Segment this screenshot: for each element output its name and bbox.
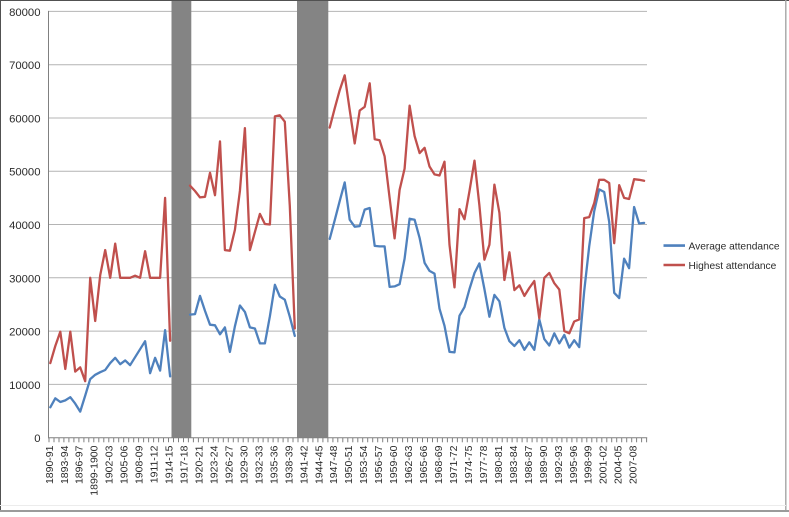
svg-text:50000: 50000 xyxy=(9,167,40,179)
svg-text:40000: 40000 xyxy=(9,220,40,232)
svg-text:0: 0 xyxy=(34,433,40,445)
svg-text:1989-90: 1989-90 xyxy=(538,445,550,484)
svg-text:1899-1900: 1899-1900 xyxy=(89,445,101,495)
svg-text:1932-33: 1932-33 xyxy=(253,445,265,484)
svg-text:1995-96: 1995-96 xyxy=(568,445,580,484)
svg-text:1911-12: 1911-12 xyxy=(149,445,161,483)
svg-text:Highest attendance: Highest attendance xyxy=(689,261,777,272)
svg-text:1944-45: 1944-45 xyxy=(313,445,325,484)
svg-text:1920-21: 1920-21 xyxy=(194,445,206,484)
svg-text:30000: 30000 xyxy=(9,273,40,285)
svg-text:1947-48: 1947-48 xyxy=(328,445,340,484)
svg-text:20000: 20000 xyxy=(9,327,40,339)
svg-text:1893-94: 1893-94 xyxy=(59,445,71,484)
svg-text:Average attendance: Average attendance xyxy=(689,241,780,252)
svg-text:1998-99: 1998-99 xyxy=(583,445,595,484)
svg-text:70000: 70000 xyxy=(9,60,40,72)
svg-text:1905-06: 1905-06 xyxy=(119,445,131,484)
svg-text:10000: 10000 xyxy=(9,380,40,392)
svg-text:1950-51: 1950-51 xyxy=(343,445,355,484)
svg-text:1929-30: 1929-30 xyxy=(238,445,250,484)
svg-text:60000: 60000 xyxy=(9,114,40,126)
svg-text:1962-63: 1962-63 xyxy=(403,445,415,484)
svg-text:1938-39: 1938-39 xyxy=(283,445,295,484)
svg-text:1977-78: 1977-78 xyxy=(478,445,490,484)
svg-text:1902-03: 1902-03 xyxy=(104,445,116,484)
svg-text:1971-72: 1971-72 xyxy=(448,445,460,484)
svg-text:1956-57: 1956-57 xyxy=(373,445,385,484)
svg-text:1908-09: 1908-09 xyxy=(134,445,146,484)
svg-text:1974-75: 1974-75 xyxy=(463,445,475,484)
svg-text:1968-69: 1968-69 xyxy=(433,445,445,484)
svg-text:1953-54: 1953-54 xyxy=(358,445,370,484)
svg-text:1992-93: 1992-93 xyxy=(553,445,565,484)
svg-text:1983-84: 1983-84 xyxy=(508,445,520,484)
svg-text:1917-18: 1917-18 xyxy=(179,445,191,484)
svg-text:1965-66: 1965-66 xyxy=(418,445,430,484)
svg-text:1959-60: 1959-60 xyxy=(388,445,400,484)
svg-text:1896-97: 1896-97 xyxy=(74,445,86,484)
svg-text:1926-27: 1926-27 xyxy=(223,445,235,484)
svg-text:80000: 80000 xyxy=(9,7,40,19)
svg-text:1890-91: 1890-91 xyxy=(44,445,56,484)
svg-text:1923-24: 1923-24 xyxy=(209,445,221,484)
svg-text:1980-81: 1980-81 xyxy=(493,445,505,484)
svg-text:1986-87: 1986-87 xyxy=(523,445,535,484)
svg-text:2001-02: 2001-02 xyxy=(598,445,610,484)
svg-text:1935-36: 1935-36 xyxy=(268,445,280,484)
svg-text:1914-15: 1914-15 xyxy=(164,445,176,484)
svg-text:1941-42: 1941-42 xyxy=(298,445,310,484)
svg-text:2007-08: 2007-08 xyxy=(628,445,640,484)
svg-text:2004-05: 2004-05 xyxy=(613,445,625,484)
